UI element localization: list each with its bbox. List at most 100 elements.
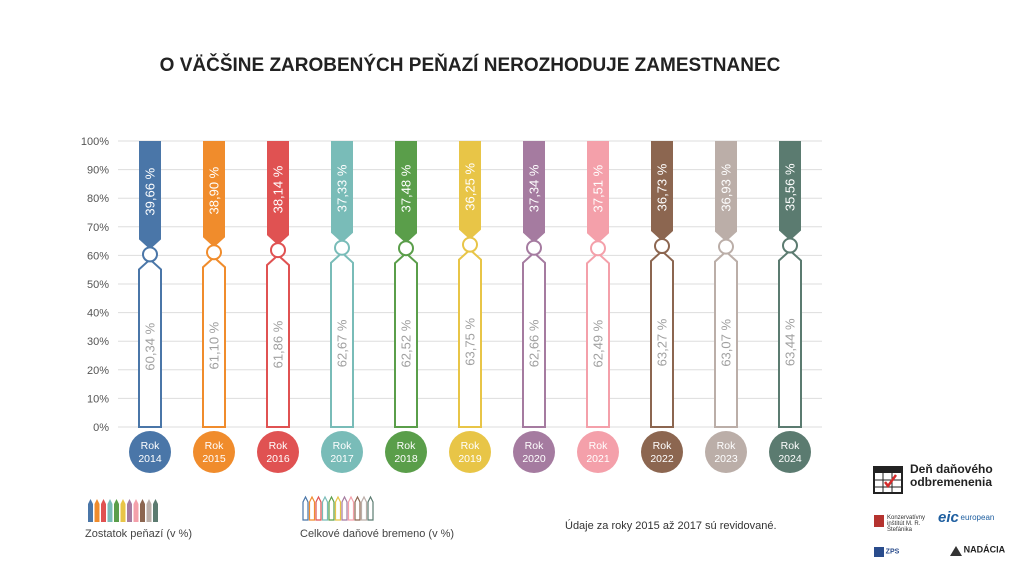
remainder-label: 60,34 % bbox=[143, 322, 158, 370]
remainder-bar bbox=[778, 249, 802, 428]
burden-label: 38,14 % bbox=[271, 165, 286, 213]
kons-mark-icon bbox=[874, 515, 884, 527]
burden-bar bbox=[331, 141, 353, 243]
boundary-marker bbox=[206, 244, 222, 261]
year-label: Rok bbox=[525, 440, 544, 452]
burden-bar bbox=[651, 141, 673, 242]
logo-nadacia: NADÁCIA bbox=[950, 544, 1006, 556]
year-label: Rok bbox=[205, 440, 224, 452]
burden-bar bbox=[459, 141, 481, 240]
burden-bar bbox=[715, 141, 737, 242]
year-badge bbox=[449, 431, 491, 473]
logo-main: Deň daňového odbremenenia bbox=[872, 463, 1022, 495]
year-label: Rok bbox=[141, 440, 160, 452]
y-tick-label: 20% bbox=[87, 365, 109, 377]
burden-bar bbox=[523, 141, 545, 243]
burden-bar bbox=[203, 141, 225, 248]
burden-label: 37,48 % bbox=[399, 164, 414, 212]
legend-swatch bbox=[127, 499, 132, 522]
legend-remainder-swatch bbox=[88, 499, 158, 522]
remainder-bar bbox=[202, 255, 226, 428]
burden-bar bbox=[139, 141, 161, 250]
calendar-icon bbox=[873, 466, 903, 494]
legend-burden: Celkové daňové bremeno (v %) bbox=[300, 494, 454, 540]
sponsor-logos: Deň daňového odbremenenia Konzervatívny … bbox=[872, 463, 1022, 573]
legend-remainder-label: Zostatok peňazí (v %) bbox=[85, 528, 192, 540]
year-label: Rok bbox=[461, 440, 480, 452]
burden-label: 38,90 % bbox=[207, 166, 222, 214]
year-label: 2016 bbox=[266, 453, 290, 465]
legend-swatch bbox=[367, 495, 374, 521]
nadacia-text: NADÁCIA bbox=[963, 544, 1006, 555]
boundary-marker bbox=[654, 238, 670, 255]
year-label: Rok bbox=[781, 440, 800, 452]
logo-kons: Konzervatívny inštitút M. R. Štefánika bbox=[874, 515, 934, 533]
year-label: Rok bbox=[717, 440, 736, 452]
legend-swatch bbox=[354, 495, 361, 521]
zps-mark-icon bbox=[874, 547, 884, 557]
legend-swatch bbox=[360, 495, 368, 521]
legend-burden-swatch bbox=[302, 495, 374, 521]
legend-swatch bbox=[140, 499, 145, 522]
year-label: 2020 bbox=[522, 453, 546, 465]
burden-bar bbox=[267, 141, 289, 246]
boundary-marker bbox=[398, 240, 414, 257]
boundary-marker bbox=[462, 236, 478, 253]
y-tick-label: 50% bbox=[87, 279, 109, 291]
year-badge bbox=[385, 431, 427, 473]
burden-label: 37,34 % bbox=[527, 164, 542, 212]
remainder-label: 63,27 % bbox=[655, 318, 670, 366]
burden-label: 37,51 % bbox=[591, 164, 606, 212]
year-label: 2023 bbox=[714, 453, 738, 465]
remainder-label: 62,49 % bbox=[591, 319, 606, 367]
zps-text: ZPS bbox=[885, 548, 900, 556]
year-label: Rok bbox=[333, 440, 352, 452]
nadacia-mark-icon bbox=[950, 546, 962, 556]
year-label: Rok bbox=[397, 440, 416, 452]
year-label: Rok bbox=[269, 440, 288, 452]
burden-bar bbox=[587, 141, 609, 244]
legend-swatch bbox=[146, 499, 152, 522]
legend-swatch bbox=[321, 495, 329, 521]
legend-swatch bbox=[133, 499, 139, 522]
y-tick-label: 100% bbox=[81, 136, 109, 148]
year-badge bbox=[641, 431, 683, 473]
revision-note: Údaje za roky 2015 až 2017 sú revidované… bbox=[565, 520, 777, 532]
remainder-bar bbox=[714, 250, 738, 428]
legend-swatch bbox=[328, 495, 335, 521]
year-label: 2015 bbox=[202, 453, 226, 465]
y-tick-label: 30% bbox=[87, 336, 109, 348]
remainder-label: 63,07 % bbox=[719, 319, 734, 367]
remainder-bar bbox=[394, 251, 418, 428]
year-badge bbox=[257, 431, 299, 473]
y-tick-label: 0% bbox=[93, 422, 109, 434]
burden-label: 37,33 % bbox=[335, 164, 350, 212]
legend-swatch bbox=[153, 499, 158, 522]
boundary-marker bbox=[270, 242, 286, 259]
year-label: Rok bbox=[589, 440, 608, 452]
year-label: 2017 bbox=[330, 453, 354, 465]
year-badge bbox=[769, 431, 811, 473]
remainder-label: 62,52 % bbox=[399, 319, 414, 367]
y-tick-label: 40% bbox=[87, 308, 109, 320]
legend-swatch bbox=[341, 495, 348, 521]
remainder-label: 61,86 % bbox=[271, 320, 286, 368]
remainder-label: 61,10 % bbox=[207, 321, 222, 369]
burden-label: 35,56 % bbox=[783, 163, 798, 211]
year-badge bbox=[705, 431, 747, 473]
legend-swatch bbox=[308, 495, 316, 521]
legend-swatch bbox=[302, 495, 309, 521]
boundary-marker bbox=[526, 239, 542, 256]
remainder-bar bbox=[650, 249, 674, 428]
eic-text: eic bbox=[938, 509, 959, 526]
year-badge bbox=[129, 431, 171, 473]
remainder-label: 63,44 % bbox=[783, 318, 798, 366]
legend-swatch bbox=[347, 495, 355, 521]
legend-burden-label: Celkové daňové bremeno (v %) bbox=[300, 528, 455, 540]
year-label: 2022 bbox=[650, 453, 674, 465]
burden-label: 36,73 % bbox=[655, 163, 670, 211]
remainder-label: 62,66 % bbox=[527, 319, 542, 367]
remainder-bar bbox=[586, 251, 610, 428]
logo-eic: eic european bbox=[938, 510, 994, 525]
